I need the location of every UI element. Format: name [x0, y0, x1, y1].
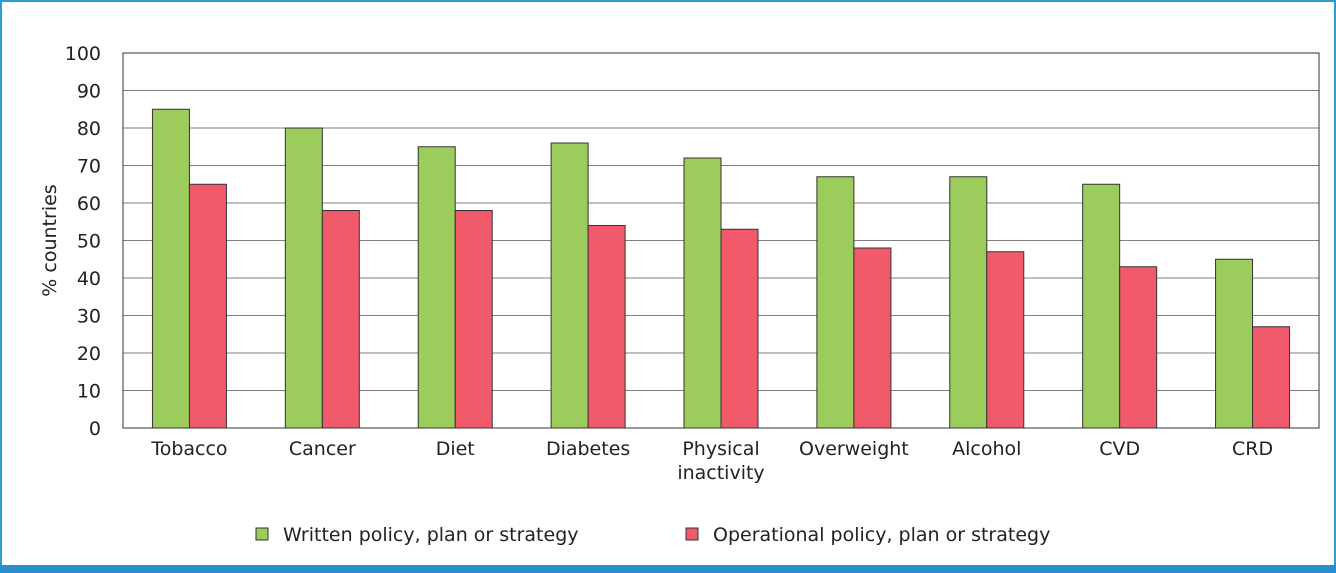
y-tick-label: 20 — [77, 343, 101, 365]
bar-operational — [321, 210, 360, 429]
legend-swatch — [685, 527, 699, 541]
bar-written — [284, 127, 323, 429]
x-tick-label: Cancer — [289, 438, 356, 460]
legend-swatch — [255, 527, 269, 541]
y-tick-labels: 0 10 20 30 40 50 60 70 80 90 100 — [65, 43, 101, 440]
y-tick-label: 30 — [77, 306, 101, 328]
bar-operational — [986, 251, 1025, 429]
y-tick-label: 60 — [77, 193, 101, 215]
x-tick-label: CRD — [1232, 438, 1273, 460]
bottom-accent-bar — [0, 565, 1336, 573]
bars — [151, 108, 1291, 429]
legend: Written policy, plan or strategy Operatio… — [255, 524, 1050, 546]
legend-label: Operational policy, plan or strategy — [713, 524, 1050, 546]
y-tick-label: 100 — [65, 43, 101, 65]
bar-written — [550, 142, 589, 429]
y-tick-label: 10 — [77, 381, 101, 403]
bar-written — [1215, 258, 1254, 429]
bar-written — [683, 157, 722, 429]
x-tick-label: CVD — [1099, 438, 1140, 460]
bar-operational — [587, 225, 626, 429]
bar-operational — [188, 183, 227, 429]
bar-written — [816, 176, 855, 429]
x-tick-label: Physical — [682, 438, 759, 460]
bar-operational — [853, 247, 892, 429]
x-tick-label: Diet — [436, 438, 475, 460]
legend-label: Written policy, plan or strategy — [283, 524, 579, 546]
x-tick-label: inactivity — [677, 462, 764, 484]
y-tick-label: 0 — [89, 418, 101, 440]
x-tick-label: Alcohol — [952, 438, 1021, 460]
bar-written — [1082, 183, 1121, 429]
bar-operational — [1119, 266, 1158, 429]
y-tick-label: 50 — [77, 231, 101, 253]
x-tick-label: Tobacco — [150, 438, 227, 460]
x-tick-label: Overweight — [799, 438, 909, 460]
bar-written — [949, 176, 988, 429]
y-axis-label: % countries — [39, 184, 61, 296]
plot-area-border — [122, 52, 1320, 429]
y-tick-label: 90 — [77, 81, 101, 103]
bar-operational — [1252, 326, 1291, 429]
bar-operational — [720, 228, 759, 429]
bar-written — [151, 108, 190, 429]
bar-written — [417, 146, 456, 429]
bar-operational — [454, 210, 493, 429]
y-tick-label: 40 — [77, 268, 101, 290]
y-tick-label: 70 — [77, 156, 101, 178]
y-tick-label: 80 — [77, 118, 101, 140]
x-tick-labels: Tobacco Cancer Diet Diabetes Physicalinactiv… — [150, 438, 1273, 484]
x-tick-label: Diabetes — [546, 438, 630, 460]
